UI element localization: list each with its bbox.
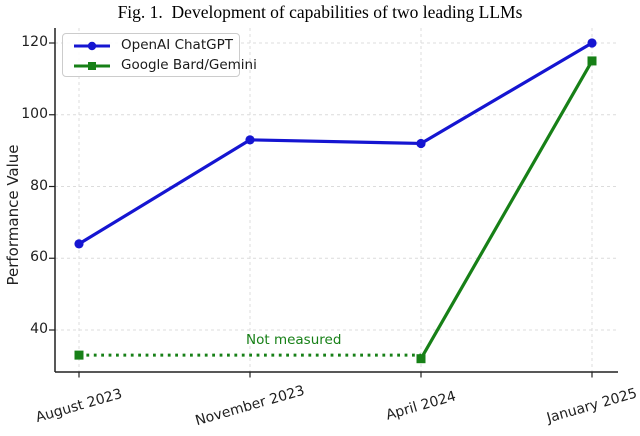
data-point-circle (416, 138, 426, 149)
line-circle-marker-icon (72, 38, 112, 52)
series-line-segment (419, 41, 594, 146)
y-tick-label: 80 (30, 177, 48, 194)
series-line-segment (419, 59, 594, 361)
gridlines (55, 28, 618, 372)
legend-item-openai-chatgpt: OpenAI ChatGPT (72, 36, 239, 54)
y-tick-label: 40 (30, 321, 48, 337)
series-line-segment (248, 138, 423, 146)
not-measured-annotation: Not measured (246, 332, 342, 349)
line-square-marker-icon (72, 58, 112, 72)
data-point-square (74, 350, 84, 360)
data-point-circle (245, 135, 255, 145)
y-tick-label: 60 (30, 249, 48, 266)
legend: OpenAI ChatGPT Google Bard/Gemini (62, 33, 257, 77)
data-point-square (416, 354, 426, 364)
series-google-bard-gemini (74, 56, 597, 364)
legend-label-google-bard-gemini: Google Bard/Gemini (121, 57, 257, 73)
series-openai-chatgpt (74, 38, 597, 249)
data-point-square (587, 56, 597, 66)
y-tick-label: 100 (21, 105, 48, 122)
data-point-circle (74, 239, 84, 249)
figure-title: Fig. 1. Development of capabilities of t… (117, 2, 523, 22)
data-point-circle (587, 38, 597, 48)
legend-item-google-bard-gemini: Google Bard/Gemini (72, 56, 257, 74)
axes (49, 28, 618, 378)
y-tick-label: 120 (21, 34, 48, 50)
series-line-segment (77, 138, 252, 246)
legend-label-openai-chatgpt: OpenAI ChatGPT (121, 37, 233, 53)
